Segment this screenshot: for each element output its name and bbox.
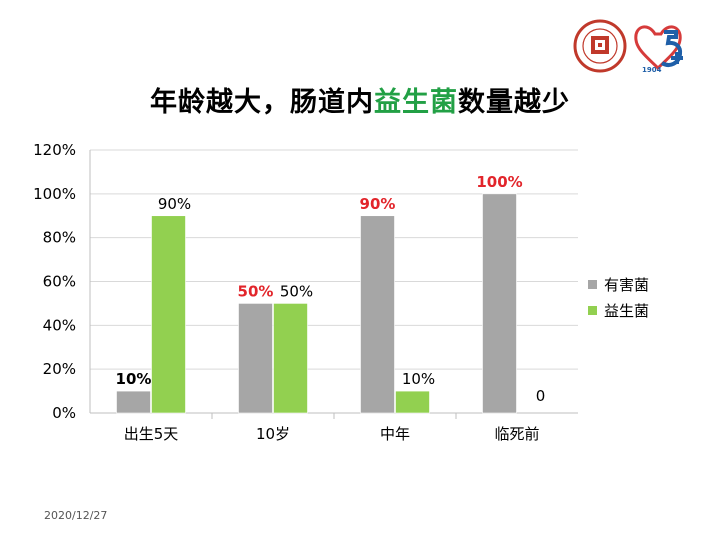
legend-label-harmful: 有害菌 (604, 275, 650, 294)
logo-year: 1904 (642, 66, 662, 74)
university-seal-logo (573, 19, 627, 73)
x-tick-label: 10岁 (256, 425, 290, 443)
y-tick-label: 120% (33, 141, 76, 159)
data-label: 10% (116, 370, 152, 388)
bar-harmful (238, 303, 273, 414)
page-title: 年龄越大，肠道内益生菌数量越少 (0, 80, 720, 119)
x-tick-label: 临死前 (494, 425, 539, 443)
title-highlight: 益生菌 (374, 87, 458, 118)
slide-date: 2020/12/27 (44, 509, 108, 522)
bar-harmful (482, 193, 517, 414)
x-tick-label: 中年 (380, 425, 410, 443)
logos: 1904 (573, 19, 683, 74)
y-tick-label: 0% (52, 404, 76, 422)
data-label: 50% (238, 282, 274, 300)
legend-swatch-probiotic (588, 305, 597, 315)
y-tick-label: 20% (43, 360, 76, 378)
y-tick-label: 60% (43, 273, 76, 291)
legend-item-probiotic: 益生菌 (588, 297, 649, 323)
data-label: 90% (360, 195, 396, 213)
y-tick-label: 100% (33, 185, 76, 203)
legend-label-probiotic: 益生菌 (604, 301, 650, 320)
data-label: 0 (536, 387, 546, 405)
data-label: 100% (476, 173, 522, 191)
bar-probiotic (273, 303, 308, 414)
legend-swatch-harmful (588, 279, 597, 289)
y-tick-label: 80% (43, 229, 76, 247)
bar-harmful (360, 215, 395, 414)
bar-probiotic (151, 215, 186, 414)
x-tick-label: 出生5天 (124, 425, 179, 443)
y-tick-label: 40% (43, 316, 76, 334)
data-label: 10% (402, 370, 435, 388)
data-label: 90% (158, 195, 191, 213)
title-prefix: 年龄越大，肠道内 (150, 87, 374, 118)
bar-probiotic (395, 390, 430, 414)
legend-item-harmful: 有害菌 (588, 271, 649, 297)
title-suffix: 数量越少 (458, 87, 570, 118)
chart-legend: 有害菌 益生菌 (588, 271, 649, 323)
anniversary-heart-logo: 1904 (634, 25, 683, 74)
bar-harmful (116, 390, 151, 414)
data-label: 50% (280, 282, 313, 300)
